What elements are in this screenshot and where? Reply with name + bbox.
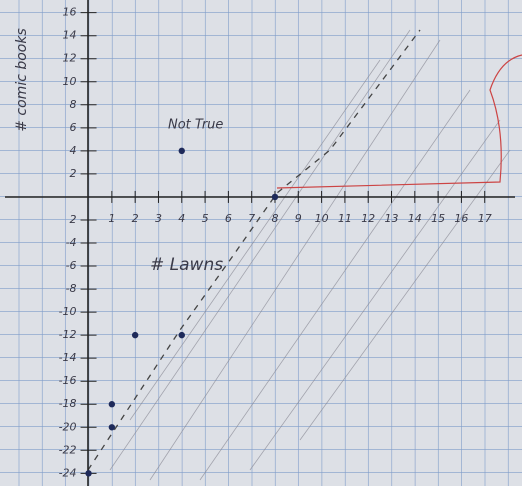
x-tick-label: 12 xyxy=(361,212,375,225)
y-tick-label: -14 xyxy=(59,351,77,364)
y-tick-label: 10 xyxy=(63,75,77,88)
x-tick-label: 17 xyxy=(478,212,492,225)
y-tick-label: 16 xyxy=(63,6,77,19)
y-tick-label: 2 xyxy=(70,213,77,226)
x-tick-label: 14 xyxy=(408,212,422,225)
x-tick-label: 9 xyxy=(295,212,302,225)
y-tick-label: -20 xyxy=(59,420,77,433)
point xyxy=(179,148,185,154)
x-tick-label: 16 xyxy=(454,212,468,225)
graph-paper-photo: # comic books # Lawns Not True 123456789… xyxy=(0,0,522,486)
x-tick-label: 4 xyxy=(178,212,185,225)
x-tick-label: 1 xyxy=(108,212,115,225)
y-tick-label: 14 xyxy=(63,29,77,42)
point xyxy=(85,470,91,476)
x-tick-label: 2 xyxy=(132,212,139,225)
x-tick-label: 15 xyxy=(431,212,445,225)
y-tick-label: -18 xyxy=(59,397,77,410)
x-tick-label: 8 xyxy=(271,212,278,225)
y-tick-label: -10 xyxy=(59,305,77,318)
y-tick-label: -16 xyxy=(59,374,77,387)
y-tick-label: 6 xyxy=(70,121,77,134)
y-tick-label: -4 xyxy=(66,236,77,249)
x-tick-label: 7 xyxy=(248,212,255,225)
point xyxy=(179,332,185,338)
annotation: Not True xyxy=(168,118,223,133)
x-tick-label: 13 xyxy=(385,212,399,225)
x-tick-label: 11 xyxy=(338,212,352,225)
point xyxy=(132,332,138,338)
y-tick-label: -6 xyxy=(66,259,77,272)
x-tick-label: 5 xyxy=(202,212,209,225)
y-tick-label: -12 xyxy=(59,328,77,341)
y-tick-label: 8 xyxy=(70,98,77,111)
point xyxy=(272,194,278,200)
grid-paper xyxy=(0,0,522,486)
y-tick-label: 2 xyxy=(70,167,77,180)
y-tick-label: 12 xyxy=(63,52,77,65)
y-tick-label: -22 xyxy=(59,443,77,456)
y-tick-label: -8 xyxy=(66,282,77,295)
x-axis-label: # Lawns xyxy=(150,255,223,275)
x-tick-label: 10 xyxy=(315,212,329,225)
x-tick-label: 3 xyxy=(155,212,162,225)
point xyxy=(109,401,115,407)
x-tick-label: 6 xyxy=(225,212,232,225)
y-tick-label: 4 xyxy=(70,144,77,157)
y-tick-label: -24 xyxy=(59,466,77,479)
point xyxy=(109,424,115,430)
y-axis-label: # comic books xyxy=(14,28,30,132)
